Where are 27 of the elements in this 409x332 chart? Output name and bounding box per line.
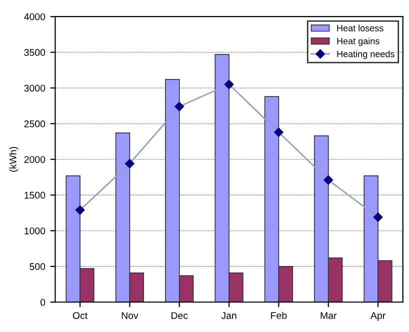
y-tick-label: 3000 [24, 84, 46, 92]
y-tick-label: 4000 [24, 13, 46, 20]
x-tick-label: Feb [271, 312, 287, 319]
x-tick-label: Nov [122, 312, 138, 319]
y-tick-label: 1500 [24, 192, 46, 199]
point [75, 205, 85, 215]
point [224, 80, 234, 90]
y-tick-label: 0 [40, 298, 46, 306]
x-tick-label: Apr [370, 312, 386, 321]
point [125, 159, 134, 168]
point [324, 175, 333, 185]
point [274, 128, 284, 137]
legend-label: Heat losess [337, 24, 384, 32]
x-tick-label: Dec [172, 312, 188, 319]
legend-label: Heating needs [337, 50, 394, 59]
x-tick-label: Mar [320, 312, 337, 319]
y-tick-label: 2500 [24, 120, 46, 128]
y-axis-title: (kWh) [9, 147, 18, 172]
point [174, 102, 184, 112]
y-tick-label: 500 [30, 263, 46, 270]
legend-label: Heat gains [337, 38, 380, 46]
point [373, 212, 383, 222]
y-tick-label: 3500 [24, 49, 46, 56]
y-tick-label: 2000 [24, 156, 46, 163]
x-tick-label: Jan [221, 312, 236, 319]
x-tick-label: Oct [72, 312, 88, 319]
y-tick-label: 1000 [24, 227, 46, 234]
